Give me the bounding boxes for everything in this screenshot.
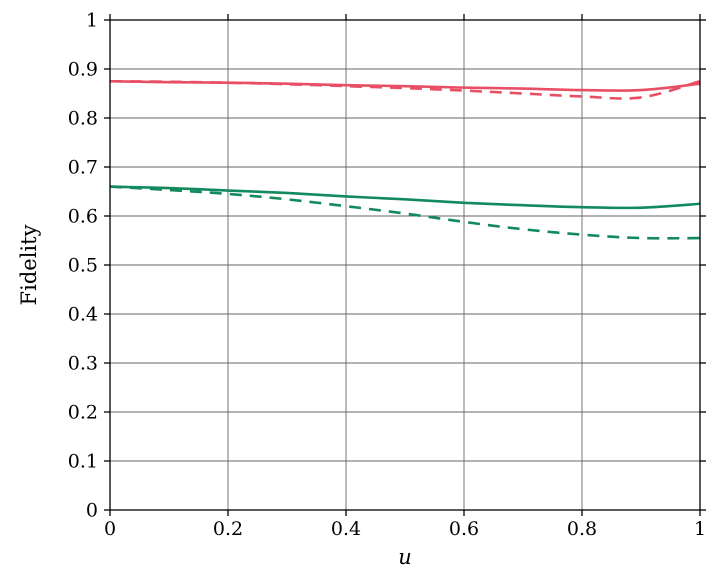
y-axis-label: Fidelity (17, 224, 41, 305)
xtick-label: 0 (104, 518, 116, 540)
xtick-label: 0.8 (567, 518, 597, 540)
xtick-label: 0.6 (449, 518, 479, 540)
ytick-label: 0.6 (68, 206, 98, 228)
ytick-label: 0.3 (68, 353, 98, 375)
ytick-label: 0.2 (68, 402, 98, 424)
ytick-label: 0.1 (68, 451, 98, 473)
x-axis-label: u (398, 545, 412, 569)
ytick-label: 0.4 (68, 304, 98, 326)
xtick-label: 0.2 (213, 518, 243, 540)
ytick-label: 0.9 (68, 59, 98, 81)
ytick-label: 0.8 (68, 108, 98, 130)
xtick-label: 0.4 (331, 518, 361, 540)
ytick-label: 0 (86, 500, 98, 522)
line-chart: 0 0.2 0.4 0.6 0.8 1 0 0.1 0.2 0.3 0.4 0.5 0.6 0.7 0.8 0… (0, 0, 720, 570)
ytick-label: 0.5 (68, 255, 98, 277)
xtick-label: 1 (694, 518, 706, 540)
chart-svg: 0 0.2 0.4 0.6 0.8 1 0 0.1 0.2 0.3 0.4 0.5 0.6 0.7 0.8 0… (0, 0, 720, 570)
ytick-label: 0.7 (68, 157, 98, 179)
ytick-label: 1 (86, 10, 98, 32)
